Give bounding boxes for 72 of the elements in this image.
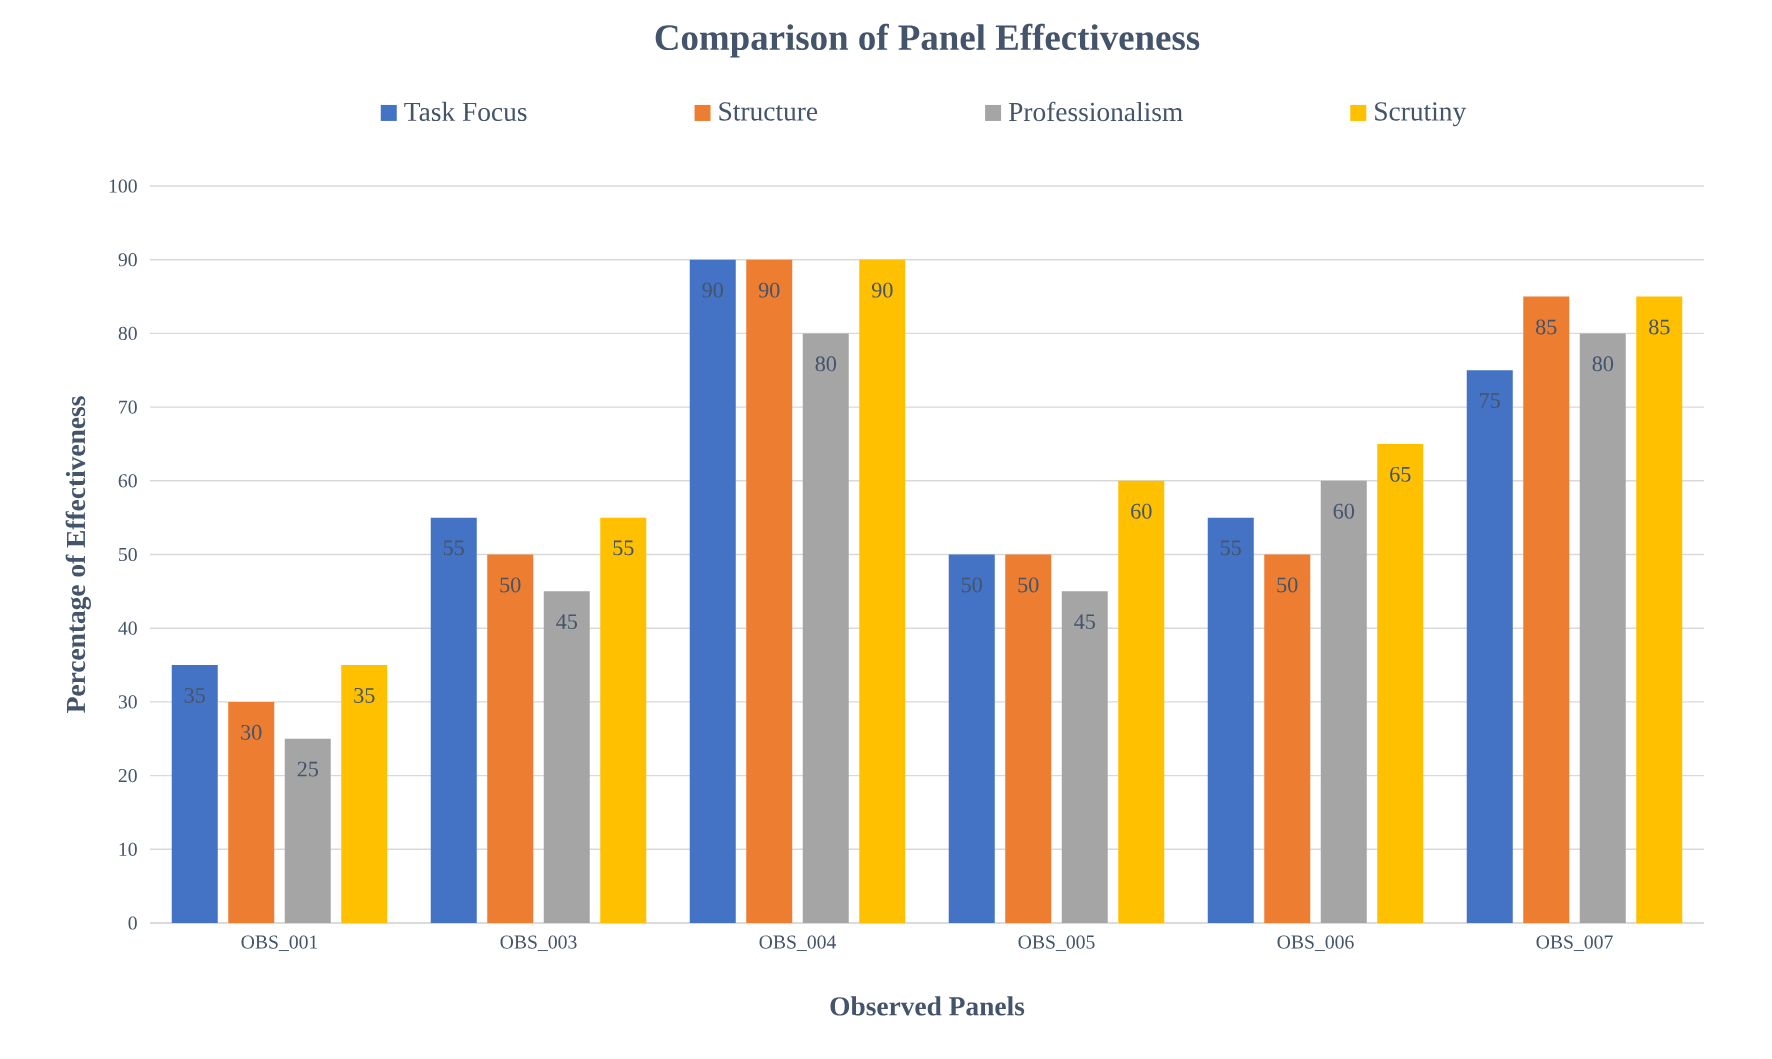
data-label: 80	[1592, 356, 1614, 372]
bar	[1264, 554, 1311, 923]
y-tick-label: 50	[119, 547, 137, 562]
data-label: 50	[961, 577, 982, 593]
bar	[600, 517, 647, 923]
legend-label: Task Focus	[404, 101, 527, 122]
data-label: 65	[1390, 466, 1411, 482]
bar	[1636, 296, 1683, 923]
data-label: 55	[613, 540, 634, 556]
legend-label: Scrutiny	[1375, 102, 1467, 127]
data-label: 50	[500, 577, 521, 593]
bar	[1061, 591, 1108, 923]
data-label: 90	[702, 282, 723, 298]
bar	[1377, 443, 1424, 923]
y-tick-label: 60	[118, 474, 137, 488]
bar	[1207, 517, 1254, 923]
y-tick-label: 40	[118, 621, 137, 635]
y-tick-label: 10	[119, 842, 137, 856]
data-label: 35	[184, 688, 205, 703]
data-label: 90	[758, 282, 780, 298]
chart-title: Comparison of Panel Effectiveness	[655, 23, 1200, 58]
data-label: 80	[815, 356, 837, 372]
bar	[430, 517, 477, 923]
bar	[487, 554, 534, 923]
data-label: 60	[1131, 503, 1152, 519]
data-label: 50	[1277, 577, 1298, 593]
bar	[1005, 554, 1052, 923]
y-tick-label: 90	[118, 253, 137, 267]
data-label: 85	[1649, 319, 1670, 335]
data-label: 90	[871, 282, 893, 298]
x-tick-label: OBS_006	[1277, 935, 1354, 952]
y-tick-label: 20	[118, 768, 137, 783]
data-label: 35	[354, 688, 375, 703]
data-label: 75	[1480, 393, 1500, 408]
bar	[171, 665, 218, 923]
x-axis-title: Observed Panels	[830, 996, 1025, 1016]
data-label: 60	[1333, 503, 1355, 519]
bar	[1118, 480, 1165, 923]
y-tick-label: 30	[118, 695, 137, 709]
y-tick-label: 80	[118, 326, 137, 341]
x-tick-label: OBS_007	[1536, 935, 1613, 952]
y-tick-label: 70	[119, 400, 137, 414]
data-label: 25	[297, 761, 318, 777]
data-label: 30	[241, 724, 262, 740]
y-axis-title: Percentage of Effectiveness	[65, 396, 91, 713]
bar	[1320, 480, 1367, 923]
bar	[1579, 333, 1626, 923]
bar	[284, 738, 331, 923]
bar	[948, 554, 995, 923]
x-tick-label: OBS_003	[500, 935, 577, 952]
data-label: 85	[1535, 319, 1557, 335]
bar	[341, 665, 388, 923]
bar	[689, 259, 736, 923]
bar	[802, 333, 849, 923]
bar	[228, 701, 275, 923]
data-label: 45	[556, 614, 577, 630]
bar	[543, 591, 590, 923]
bar	[859, 259, 906, 923]
data-label: 55	[443, 540, 464, 556]
legend-label: Professionalism	[1008, 101, 1183, 122]
bar	[1466, 370, 1513, 923]
y-tick-label: 100	[109, 179, 137, 193]
data-label: 50	[1018, 577, 1039, 593]
data-label: 55	[1220, 540, 1241, 556]
x-tick-label: OBS_005	[1018, 935, 1095, 952]
bar	[746, 259, 793, 923]
x-tick-label: OBS_001	[241, 935, 318, 952]
bar	[1523, 296, 1570, 923]
y-tick-label: 0	[128, 916, 137, 930]
x-tick-label: OBS_004	[759, 935, 837, 952]
data-label: 45	[1074, 614, 1096, 630]
legend-label: Structure	[719, 102, 818, 121]
